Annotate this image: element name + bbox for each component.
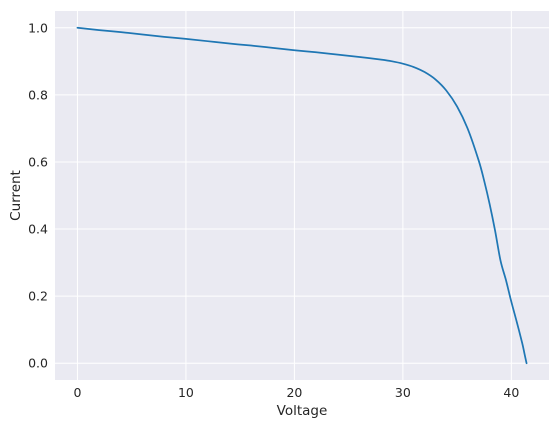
y-tick-label: 0.2 xyxy=(28,289,48,304)
y-axis-label: Current xyxy=(8,170,24,221)
y-tick-label: 0.4 xyxy=(28,222,48,237)
plot-area xyxy=(55,11,549,380)
y-tick-label: 0.0 xyxy=(28,356,48,371)
x-axis-label: Voltage xyxy=(277,403,328,419)
y-gridlines xyxy=(55,27,549,364)
series-layer xyxy=(76,26,528,365)
x-tick-label: 0 xyxy=(73,385,81,400)
y-tick-labels: 0.0 0.2 0.4 0.6 0.8 1.0 xyxy=(28,20,48,370)
x-tick-label: 10 xyxy=(178,385,194,400)
y-tick-label: 0.8 xyxy=(28,87,48,102)
x-tick-label: 30 xyxy=(395,385,411,400)
x-tick-labels: 0 10 20 30 40 xyxy=(73,385,519,400)
y-tick-label: 0.6 xyxy=(28,154,48,169)
x-tick-label: 20 xyxy=(286,385,302,400)
x-gridlines xyxy=(76,11,512,380)
y-tick-label: 1.0 xyxy=(28,20,48,35)
x-tick-label: 40 xyxy=(503,385,519,400)
series-line xyxy=(76,26,528,365)
